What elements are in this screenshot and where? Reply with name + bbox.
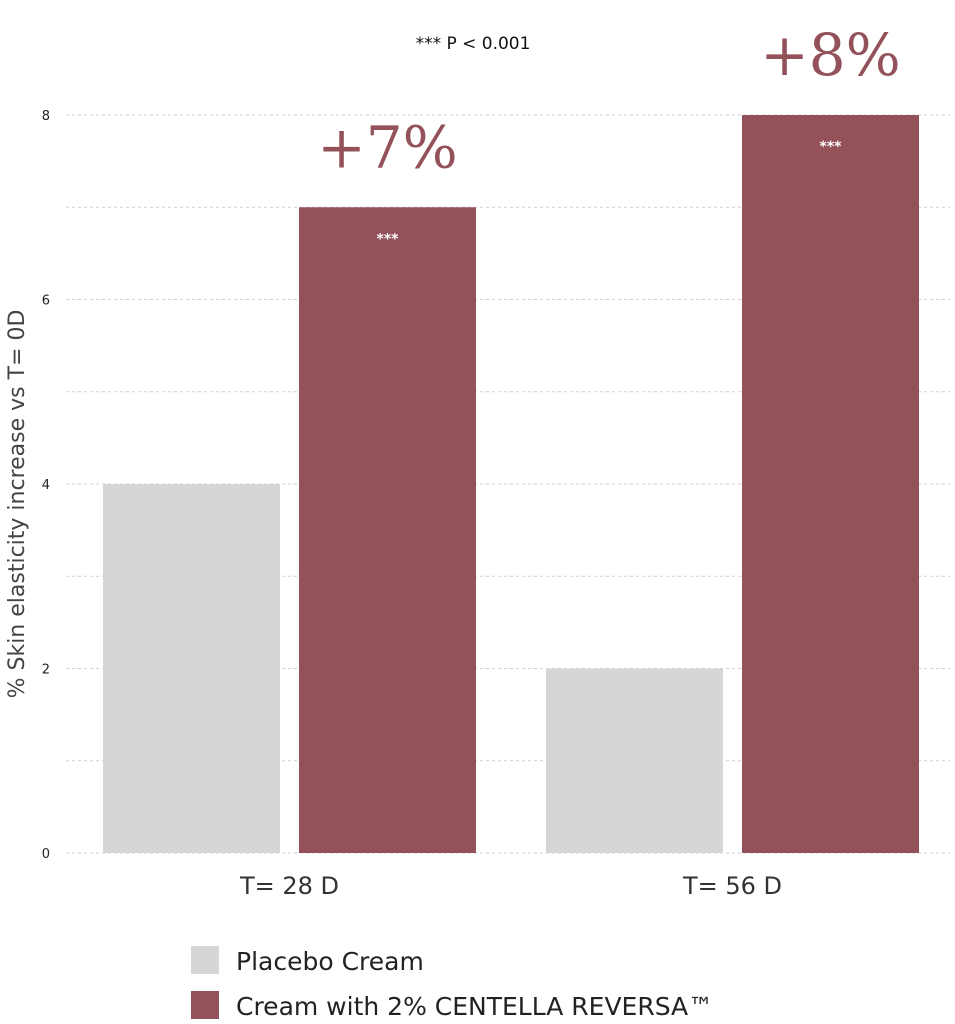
legend-swatch (191, 991, 219, 1019)
y-tick-label: 2 (42, 663, 50, 678)
x-category-label: T= 28 D (239, 872, 339, 900)
legend-label: Placebo Cream (236, 947, 424, 976)
significance-label: *** (377, 231, 400, 247)
significance-note: *** P < 0.001 (416, 34, 531, 54)
bar-centella-2 (742, 115, 919, 853)
significance-label: *** (820, 139, 843, 155)
percent-increase-label: +8% (760, 21, 901, 89)
y-tick-label: 4 (42, 478, 50, 493)
y-tick-label: 6 (42, 294, 50, 309)
y-tick-label: 8 (42, 109, 50, 124)
x-category-label: T= 56 D (682, 872, 782, 900)
legend-swatch (191, 946, 219, 974)
bar-centella-1 (299, 207, 476, 853)
y-tick-label: 0 (42, 847, 50, 862)
legend-label: Cream with 2% CENTELLA REVERSA™ (236, 992, 713, 1021)
percent-increase-label: +7% (317, 113, 458, 181)
bar-placebo-2 (546, 668, 723, 853)
bar-placebo-1 (103, 484, 280, 853)
y-axis-label: % Skin elasticity increase vs T= 0D (5, 310, 30, 699)
